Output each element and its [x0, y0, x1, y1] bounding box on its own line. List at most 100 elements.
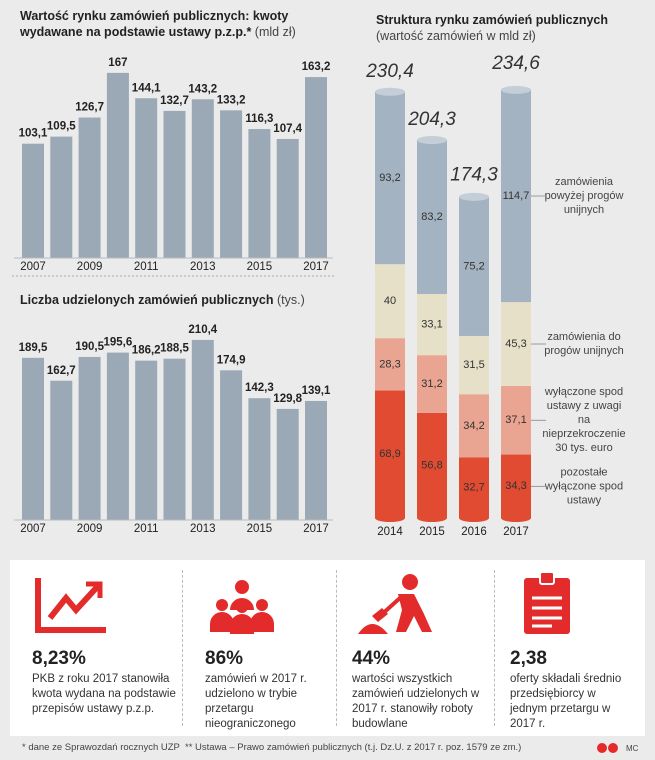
- bar: [22, 143, 44, 258]
- value-label: 133,2: [217, 94, 246, 106]
- x-tick-label: 2017: [503, 526, 529, 538]
- bar: [106, 72, 129, 259]
- x-tick-label: 2011: [134, 261, 159, 273]
- stat-text: oferty składali średnio przedsiębiorcy w…: [510, 673, 622, 730]
- legend-label: zamówienia powyżej progów unijnych: [545, 176, 624, 216]
- bar: [248, 398, 271, 520]
- bar-segment: [501, 385, 531, 455]
- value-label: 162,7: [47, 365, 76, 377]
- x-tick-label: 2017: [303, 261, 329, 273]
- segment-label: 31,2: [421, 378, 442, 390]
- x-tick-label: 2009: [77, 523, 103, 535]
- chart-unit: (tys.): [277, 293, 305, 307]
- x-tick-label: 2013: [190, 261, 216, 273]
- value-label: 143,2: [188, 83, 217, 95]
- bar: [191, 339, 214, 520]
- bar-segment: [501, 454, 531, 518]
- bar: [191, 99, 214, 259]
- segment-label: 45,3: [505, 338, 526, 350]
- value-label: 139,1: [302, 385, 331, 397]
- chart-title-block: Wartość rynku zamówień publicznych: kwot…: [20, 8, 340, 40]
- value-label: 126,7: [75, 102, 104, 114]
- total-label: 174,3: [450, 165, 498, 186]
- icon-clipboard: [524, 571, 570, 634]
- bar: [305, 400, 327, 520]
- bar-segment: [459, 457, 489, 518]
- x-tick-label: 2007: [20, 523, 46, 535]
- bar-segment: [417, 355, 447, 413]
- chart-title-block: Struktura rynku zamówień publicznych (war…: [376, 12, 655, 44]
- bar: [22, 357, 44, 520]
- x-tick-label: 2015: [247, 523, 273, 535]
- bar: [78, 356, 101, 520]
- value-label: 188,5: [160, 343, 189, 355]
- value-label: 174,9: [217, 354, 246, 366]
- charts: 103,1 2007 109,5 126,7 2009 167 144,1 2011 132,7…: [12, 53, 626, 538]
- cylinder-top: [501, 85, 531, 94]
- icon-construction: [358, 574, 432, 634]
- x-tick-label: 2016: [461, 526, 487, 538]
- segment-label: 32,7: [463, 482, 484, 494]
- value-label: 144,1: [132, 82, 161, 94]
- x-tick-label: 2015: [419, 526, 445, 538]
- segment-label: 93,2: [379, 172, 400, 184]
- value-label: 107,4: [273, 123, 302, 135]
- bar: [78, 117, 101, 258]
- bar-segment: [417, 412, 447, 518]
- value-label: 186,2: [132, 345, 161, 357]
- icon-people: [210, 580, 274, 634]
- bar: [248, 129, 271, 258]
- legend-label: zamówienia do progów unijnych: [544, 331, 624, 357]
- stat-text: wartości wszystkich zamówień udzielonych…: [352, 673, 480, 730]
- cylinder-top: [375, 87, 405, 96]
- icon-growth: [35, 578, 106, 633]
- bar: [220, 110, 243, 258]
- total-label: 230,4: [365, 61, 414, 82]
- value-label: 189,5: [19, 342, 48, 354]
- bar: [220, 370, 243, 520]
- stat-value: 86%: [205, 648, 244, 669]
- chart-title: Struktura rynku zamówień publicznych: [376, 13, 608, 27]
- icons: [35, 571, 570, 634]
- value-label: 210,4: [188, 324, 217, 336]
- value-label: 190,5: [75, 341, 104, 353]
- bar-segment: [375, 264, 405, 339]
- separator: [494, 570, 495, 726]
- stat-value: 2,38: [510, 648, 547, 669]
- bar: [50, 380, 73, 520]
- value-label: 132,7: [160, 95, 189, 107]
- bar-segment: [459, 394, 489, 458]
- segment-label: 34,3: [505, 480, 526, 492]
- segment-label: 34,2: [463, 420, 484, 432]
- bar: [276, 408, 299, 520]
- bar-segment: [501, 89, 531, 303]
- x-tick-label: 2011: [134, 523, 159, 535]
- value-label: 195,6: [104, 337, 133, 349]
- segment-label: 114,7: [503, 190, 530, 202]
- bar-segment: [417, 140, 447, 294]
- cylinder-top: [459, 192, 489, 201]
- separator: [182, 570, 183, 726]
- bar: [50, 136, 73, 258]
- bar: [276, 138, 299, 258]
- segment-label: 40: [384, 295, 396, 307]
- x-tick-label: 2009: [77, 261, 103, 273]
- bar-segment: [501, 302, 531, 386]
- logo: [597, 743, 618, 753]
- bar: [135, 360, 158, 520]
- bar-segment: [459, 196, 489, 336]
- segment-label: 31,5: [463, 359, 484, 371]
- segment-label: 68,9: [379, 448, 400, 460]
- stats-panel: 8,23% PKB z roku 2017 stanowiła kwota wyd…: [10, 560, 645, 736]
- x-tick-label: 2015: [247, 261, 273, 273]
- bar-segment: [417, 293, 447, 356]
- x-tick-label: 2017: [303, 523, 329, 535]
- bar: [163, 110, 186, 258]
- bar-segment: [375, 338, 405, 391]
- footnote: ** Ustawa – Prawo zamówień publicznych (…: [185, 742, 522, 753]
- x-tick-label: 2014: [377, 526, 403, 538]
- bar-segment: [459, 335, 489, 395]
- segment-label: 37,1: [505, 414, 526, 426]
- cylinder-top: [417, 136, 447, 145]
